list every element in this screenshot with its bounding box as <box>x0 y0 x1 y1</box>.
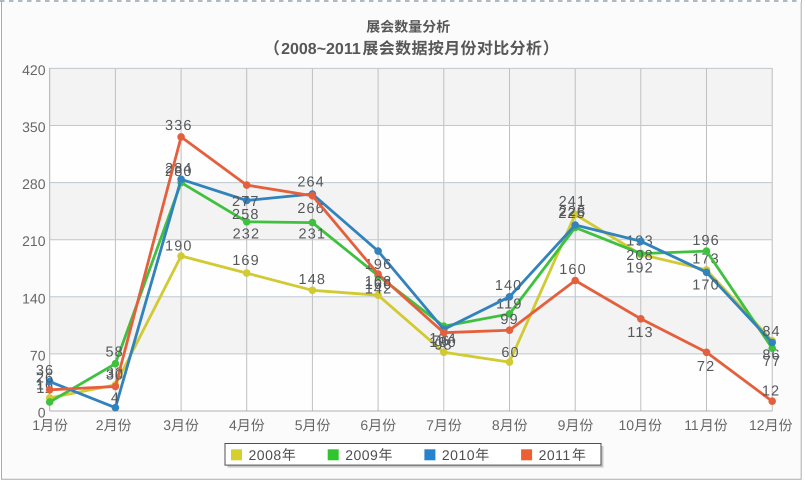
svg-text:2010: 2010 <box>442 447 475 463</box>
svg-text:196: 196 <box>692 233 720 249</box>
svg-text:277: 277 <box>232 194 260 210</box>
svg-text:140: 140 <box>495 278 523 294</box>
svg-text:9: 9 <box>558 417 566 433</box>
svg-text:12: 12 <box>762 383 780 399</box>
svg-text:336: 336 <box>165 118 193 134</box>
svg-text:148: 148 <box>299 272 327 288</box>
svg-text:280: 280 <box>22 176 46 192</box>
svg-text:6: 6 <box>360 417 368 433</box>
svg-text:77: 77 <box>763 354 781 370</box>
svg-text:225: 225 <box>558 206 586 222</box>
svg-text:208: 208 <box>626 248 654 264</box>
svg-text:232: 232 <box>233 227 261 243</box>
svg-text:160: 160 <box>559 262 587 278</box>
svg-text:169: 169 <box>232 253 260 269</box>
svg-text:26: 26 <box>36 371 54 387</box>
svg-text:99: 99 <box>500 312 518 328</box>
svg-text:5: 5 <box>295 417 303 433</box>
svg-text:2011: 2011 <box>539 447 571 463</box>
svg-text:190: 190 <box>165 239 193 255</box>
svg-text:70: 70 <box>30 347 46 363</box>
svg-text:231: 231 <box>299 227 327 243</box>
svg-text:170: 170 <box>692 277 720 293</box>
svg-text:264: 264 <box>297 175 325 191</box>
svg-text:12: 12 <box>749 417 765 433</box>
svg-text:3: 3 <box>163 417 171 433</box>
svg-text:76: 76 <box>432 334 450 350</box>
svg-text:58: 58 <box>106 345 124 361</box>
svg-text:284: 284 <box>165 161 193 177</box>
svg-text:241: 241 <box>559 194 587 210</box>
svg-text:30: 30 <box>106 367 124 383</box>
svg-text:60: 60 <box>501 345 519 361</box>
svg-text:2: 2 <box>96 417 104 433</box>
svg-text:36: 36 <box>36 363 54 379</box>
svg-text:228: 228 <box>559 204 587 220</box>
svg-text:258: 258 <box>232 207 260 223</box>
svg-text:142: 142 <box>365 281 393 297</box>
svg-text:192: 192 <box>626 260 654 276</box>
svg-text:2009: 2009 <box>345 447 378 463</box>
svg-text:86: 86 <box>762 348 780 364</box>
svg-text:173: 173 <box>692 251 720 267</box>
svg-text:4: 4 <box>111 390 120 406</box>
svg-text:100: 100 <box>429 335 457 351</box>
svg-text:210: 210 <box>22 233 46 249</box>
svg-text:168: 168 <box>365 274 393 290</box>
svg-text:98: 98 <box>434 338 452 354</box>
svg-text:420: 420 <box>22 62 46 78</box>
svg-text:1: 1 <box>32 417 40 433</box>
svg-text:104: 104 <box>429 331 457 347</box>
svg-text:72: 72 <box>697 359 715 375</box>
svg-text:8: 8 <box>492 417 500 433</box>
svg-text:350: 350 <box>22 119 46 135</box>
svg-text:140: 140 <box>22 290 46 306</box>
svg-text:4: 4 <box>229 417 237 433</box>
svg-text:11: 11 <box>684 417 699 433</box>
svg-text:7: 7 <box>426 417 434 433</box>
svg-text:10: 10 <box>619 417 635 433</box>
svg-text:84: 84 <box>762 324 780 340</box>
svg-text:113: 113 <box>627 325 653 341</box>
svg-text:2008: 2008 <box>249 447 282 463</box>
svg-text:266: 266 <box>297 201 325 217</box>
svg-text:0: 0 <box>38 404 46 420</box>
svg-text:196: 196 <box>365 257 393 273</box>
svg-text:2008~2011: 2008~2011 <box>281 41 361 58</box>
